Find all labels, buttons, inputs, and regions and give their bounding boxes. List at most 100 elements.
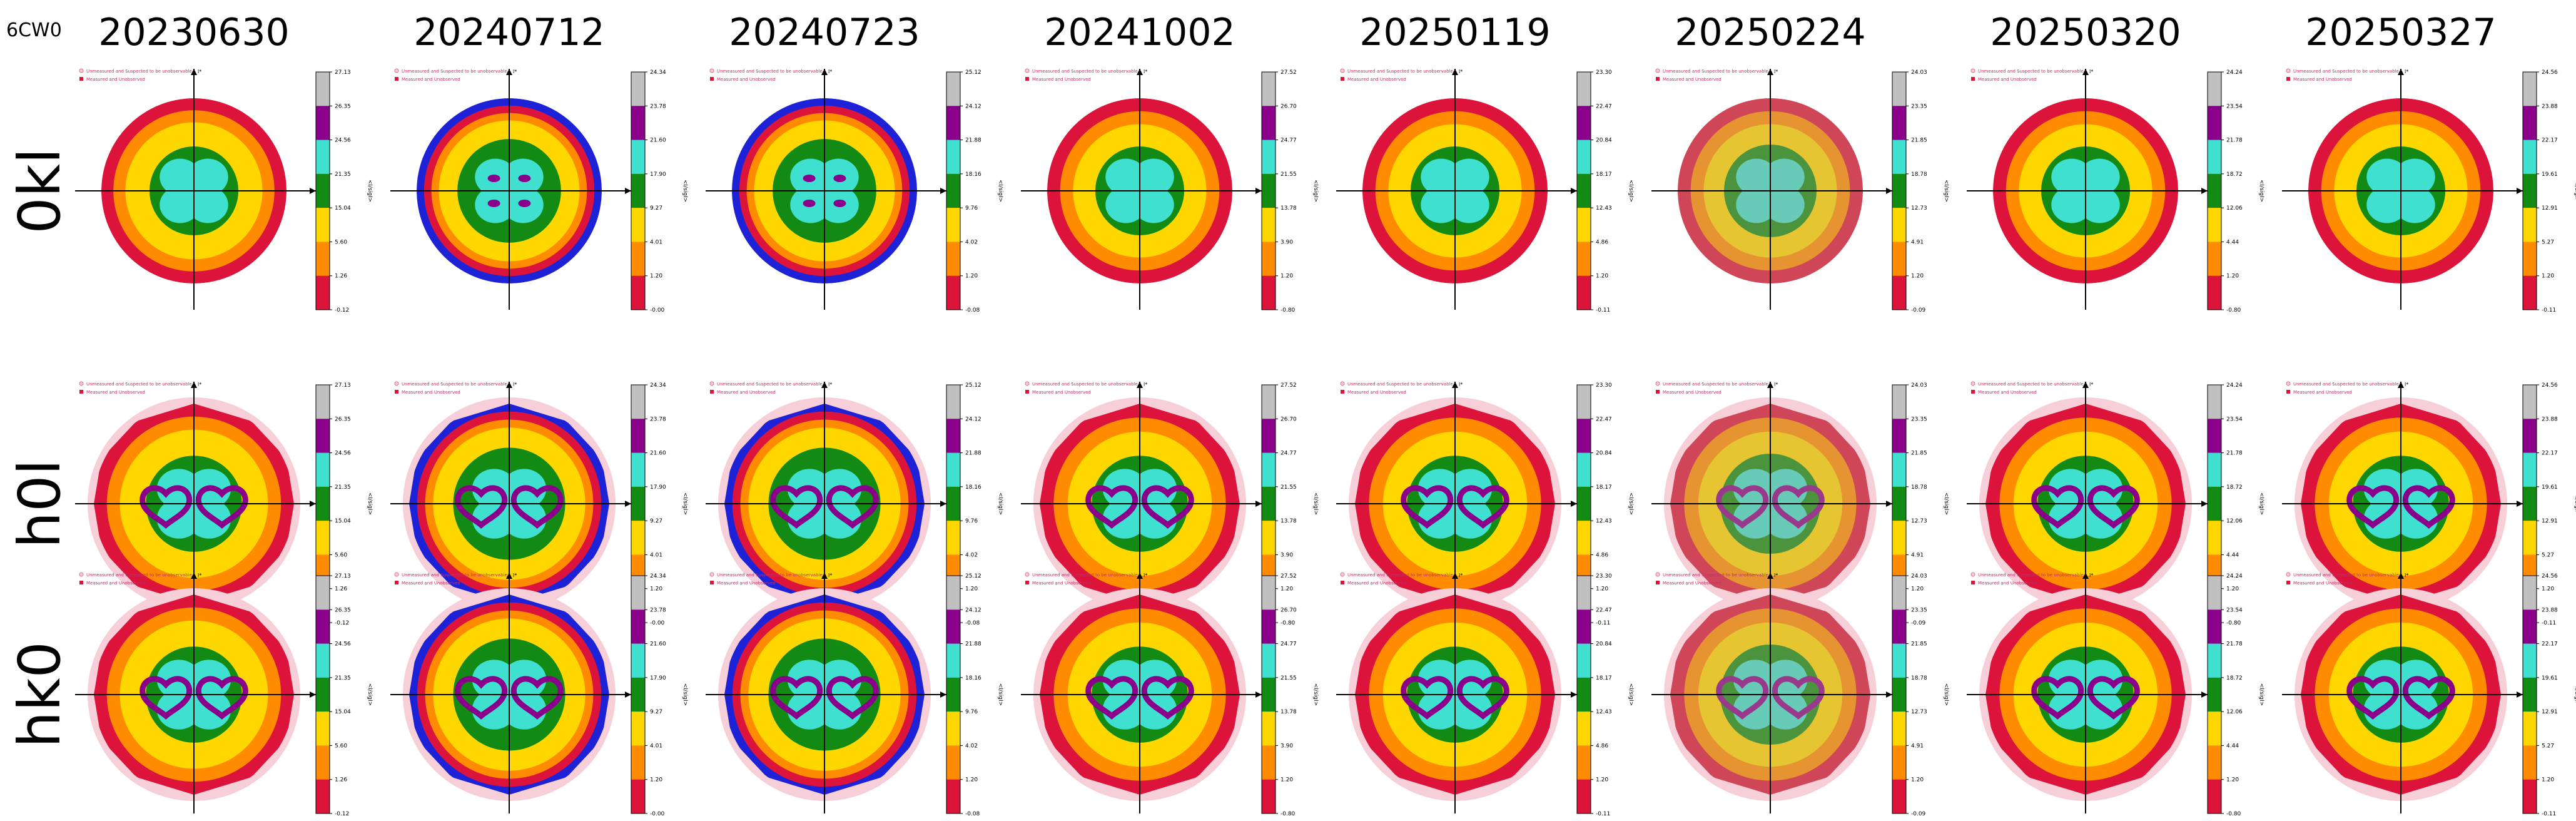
colorbar-tick-label: 21.55 — [1280, 675, 1297, 681]
legend-entry-unmeasured: Unmeasured and Suspected to be unobserva… — [402, 573, 507, 578]
colorbar-segment — [946, 419, 960, 454]
colorbar-frame — [2207, 575, 2222, 814]
legend-marker-measured — [710, 390, 714, 394]
legend: Unmeasured and Suspected to be unobserva… — [1655, 572, 1768, 586]
colorbar-tick-label: 24.56 — [2542, 382, 2558, 389]
colorbar-tick-label: 13.78 — [1280, 518, 1297, 524]
colorbar-segment — [2523, 711, 2537, 746]
colorbar-segment — [2208, 242, 2221, 277]
colorbar-segment — [631, 173, 645, 208]
colorbar-tick-label: 17.90 — [650, 171, 666, 178]
colorbar-label: <I/sigI> — [682, 492, 688, 515]
x-axis-arrow — [940, 501, 946, 507]
legend-entry-unmeasured: Unmeasured and Suspected to be unobserva… — [1663, 382, 1768, 387]
colorbar-tick-label: 26.35 — [335, 416, 351, 422]
colorbar-tick-label: 12.43 — [1596, 709, 1612, 715]
heatmap-panel: l*k*Unmeasured and Suspected to be unobs… — [1967, 381, 2264, 626]
colorbar-tick-label: 21.60 — [650, 138, 666, 144]
colorbar-frame — [946, 575, 961, 814]
colorbar-tick-label: 13.78 — [1280, 205, 1297, 212]
colorbar-segment — [1262, 486, 1275, 521]
colorbar-segment — [946, 711, 960, 746]
colorbar-tick-label: 12.06 — [2226, 709, 2243, 715]
colorbar-segment — [2523, 242, 2537, 277]
colorbar-segment — [2208, 576, 2221, 610]
colorbar-frame — [631, 575, 646, 814]
colorbar-tick-label: 3.90 — [1280, 239, 1293, 245]
purple-peak — [139, 485, 193, 529]
purple-peak — [2346, 485, 2400, 529]
cyan-lobe — [1133, 186, 1174, 223]
legend-marker-unmeasured — [1655, 381, 1660, 386]
colorbar-tick-label: 23.88 — [2542, 607, 2558, 613]
legend-marker-unmeasured — [2286, 572, 2291, 577]
purple-peak — [518, 199, 531, 207]
heatmap-panel: l*k*Unmeasured and Suspected to be unobs… — [1336, 68, 1634, 314]
colorbar-segment — [2523, 419, 2537, 454]
purple-peak — [1772, 485, 1825, 529]
colorbar-tick-label: 1.20 — [1911, 777, 1924, 783]
legend-marker-measured — [1971, 390, 1975, 394]
legend-entry-unmeasured: Unmeasured and Suspected to be unobserva… — [1347, 69, 1453, 74]
colorbar-segment — [2523, 643, 2537, 678]
y-axis-label: l* — [828, 382, 832, 387]
colorbar-label: <I/sigI> — [2258, 683, 2264, 706]
colorbar-tick-label: 27.52 — [1280, 69, 1297, 76]
colorbar-segment — [1577, 275, 1591, 310]
colorbar-segment — [316, 452, 330, 487]
colorbar-tick-label: 21.55 — [1280, 171, 1297, 178]
colorbar-label: <I/sigI> — [1312, 180, 1319, 202]
colorbar-label: <I/sigI> — [367, 683, 373, 706]
colorbar-frame — [2522, 575, 2537, 814]
legend-marker-measured — [710, 581, 714, 584]
x-axis-arrow — [940, 188, 946, 194]
colorbar-segment — [631, 419, 645, 454]
colorbar-tick-label: 1.20 — [650, 273, 662, 280]
colorbar-tick-label: 12.06 — [2226, 205, 2243, 212]
colorbar-segment — [2523, 677, 2537, 712]
y-axis-arrow — [2398, 69, 2404, 75]
colorbar-segment — [1577, 419, 1591, 454]
colorbar-segment — [1577, 576, 1591, 610]
colorbar-segment — [2208, 745, 2221, 780]
legend-marker-unmeasured — [709, 381, 714, 386]
colorbar-segment — [1577, 521, 1591, 555]
colorbar-tick-label: 22.47 — [1596, 416, 1612, 422]
colorbar-tick-label: 24.03 — [1911, 69, 1927, 76]
legend-marker-measured — [710, 77, 714, 81]
colorbar-tick-label: -0.08 — [965, 620, 980, 626]
colorbar-segment — [2523, 173, 2537, 208]
colorbar-tick-label: 22.47 — [1596, 607, 1612, 613]
colorbar-tick-label: 4.01 — [650, 239, 662, 245]
colorbar-tick-label: 9.76 — [965, 205, 978, 212]
colorbar-tick-label: 24.56 — [2542, 69, 2558, 76]
legend: Unmeasured and Suspected to be unobserva… — [2286, 381, 2399, 395]
x-axis-arrow — [1255, 501, 1262, 507]
colorbar: 25.12 24.12 21.88 18.16 9.76 4.02 1.20 -0.08 <I/… — [946, 573, 1003, 817]
colorbar-tick-label: 24.12 — [965, 416, 981, 422]
y-axis-label: l* — [1459, 382, 1463, 387]
colorbar-tick-label: 1.20 — [2542, 586, 2554, 593]
cyan-lobe — [1763, 186, 1805, 223]
colorbar-segment — [316, 521, 330, 555]
colorbar-segment — [1262, 677, 1275, 712]
colorbar-segment — [2208, 486, 2221, 521]
colorbar-segment — [316, 745, 330, 780]
colorbar-segment — [1892, 106, 1906, 141]
colorbar-label: <I/sigI> — [367, 492, 373, 515]
colorbar-segment — [946, 609, 960, 645]
colorbar-tick-label: 1.20 — [1911, 273, 1924, 280]
colorbar-segment — [2523, 745, 2537, 780]
heatmap-panel: l*k*Unmeasured and Suspected to be unobs… — [706, 381, 1003, 626]
legend-entry-unmeasured: Unmeasured and Suspected to be unobserva… — [1978, 69, 2084, 74]
legend-entry-measured: Measured and Unobserved — [1032, 581, 1091, 586]
colorbar-tick-label: 25.12 — [965, 69, 981, 76]
legend-marker-unmeasured — [394, 572, 399, 577]
legend-entry-measured: Measured and Unobserved — [1032, 390, 1091, 395]
colorbar: 24.56 23.88 22.17 19.61 12.91 5.27 1.20 -0.11 <I… — [2522, 573, 2576, 817]
colorbar-tick-label: -0.00 — [650, 307, 665, 314]
colorbar-segment — [316, 576, 330, 610]
colorbar-tick-label: 1.20 — [650, 777, 662, 783]
colorbar-tick-label: 23.78 — [650, 607, 666, 613]
heatmap-panel: l*k*Unmeasured and Suspected to be unobs… — [390, 68, 688, 314]
